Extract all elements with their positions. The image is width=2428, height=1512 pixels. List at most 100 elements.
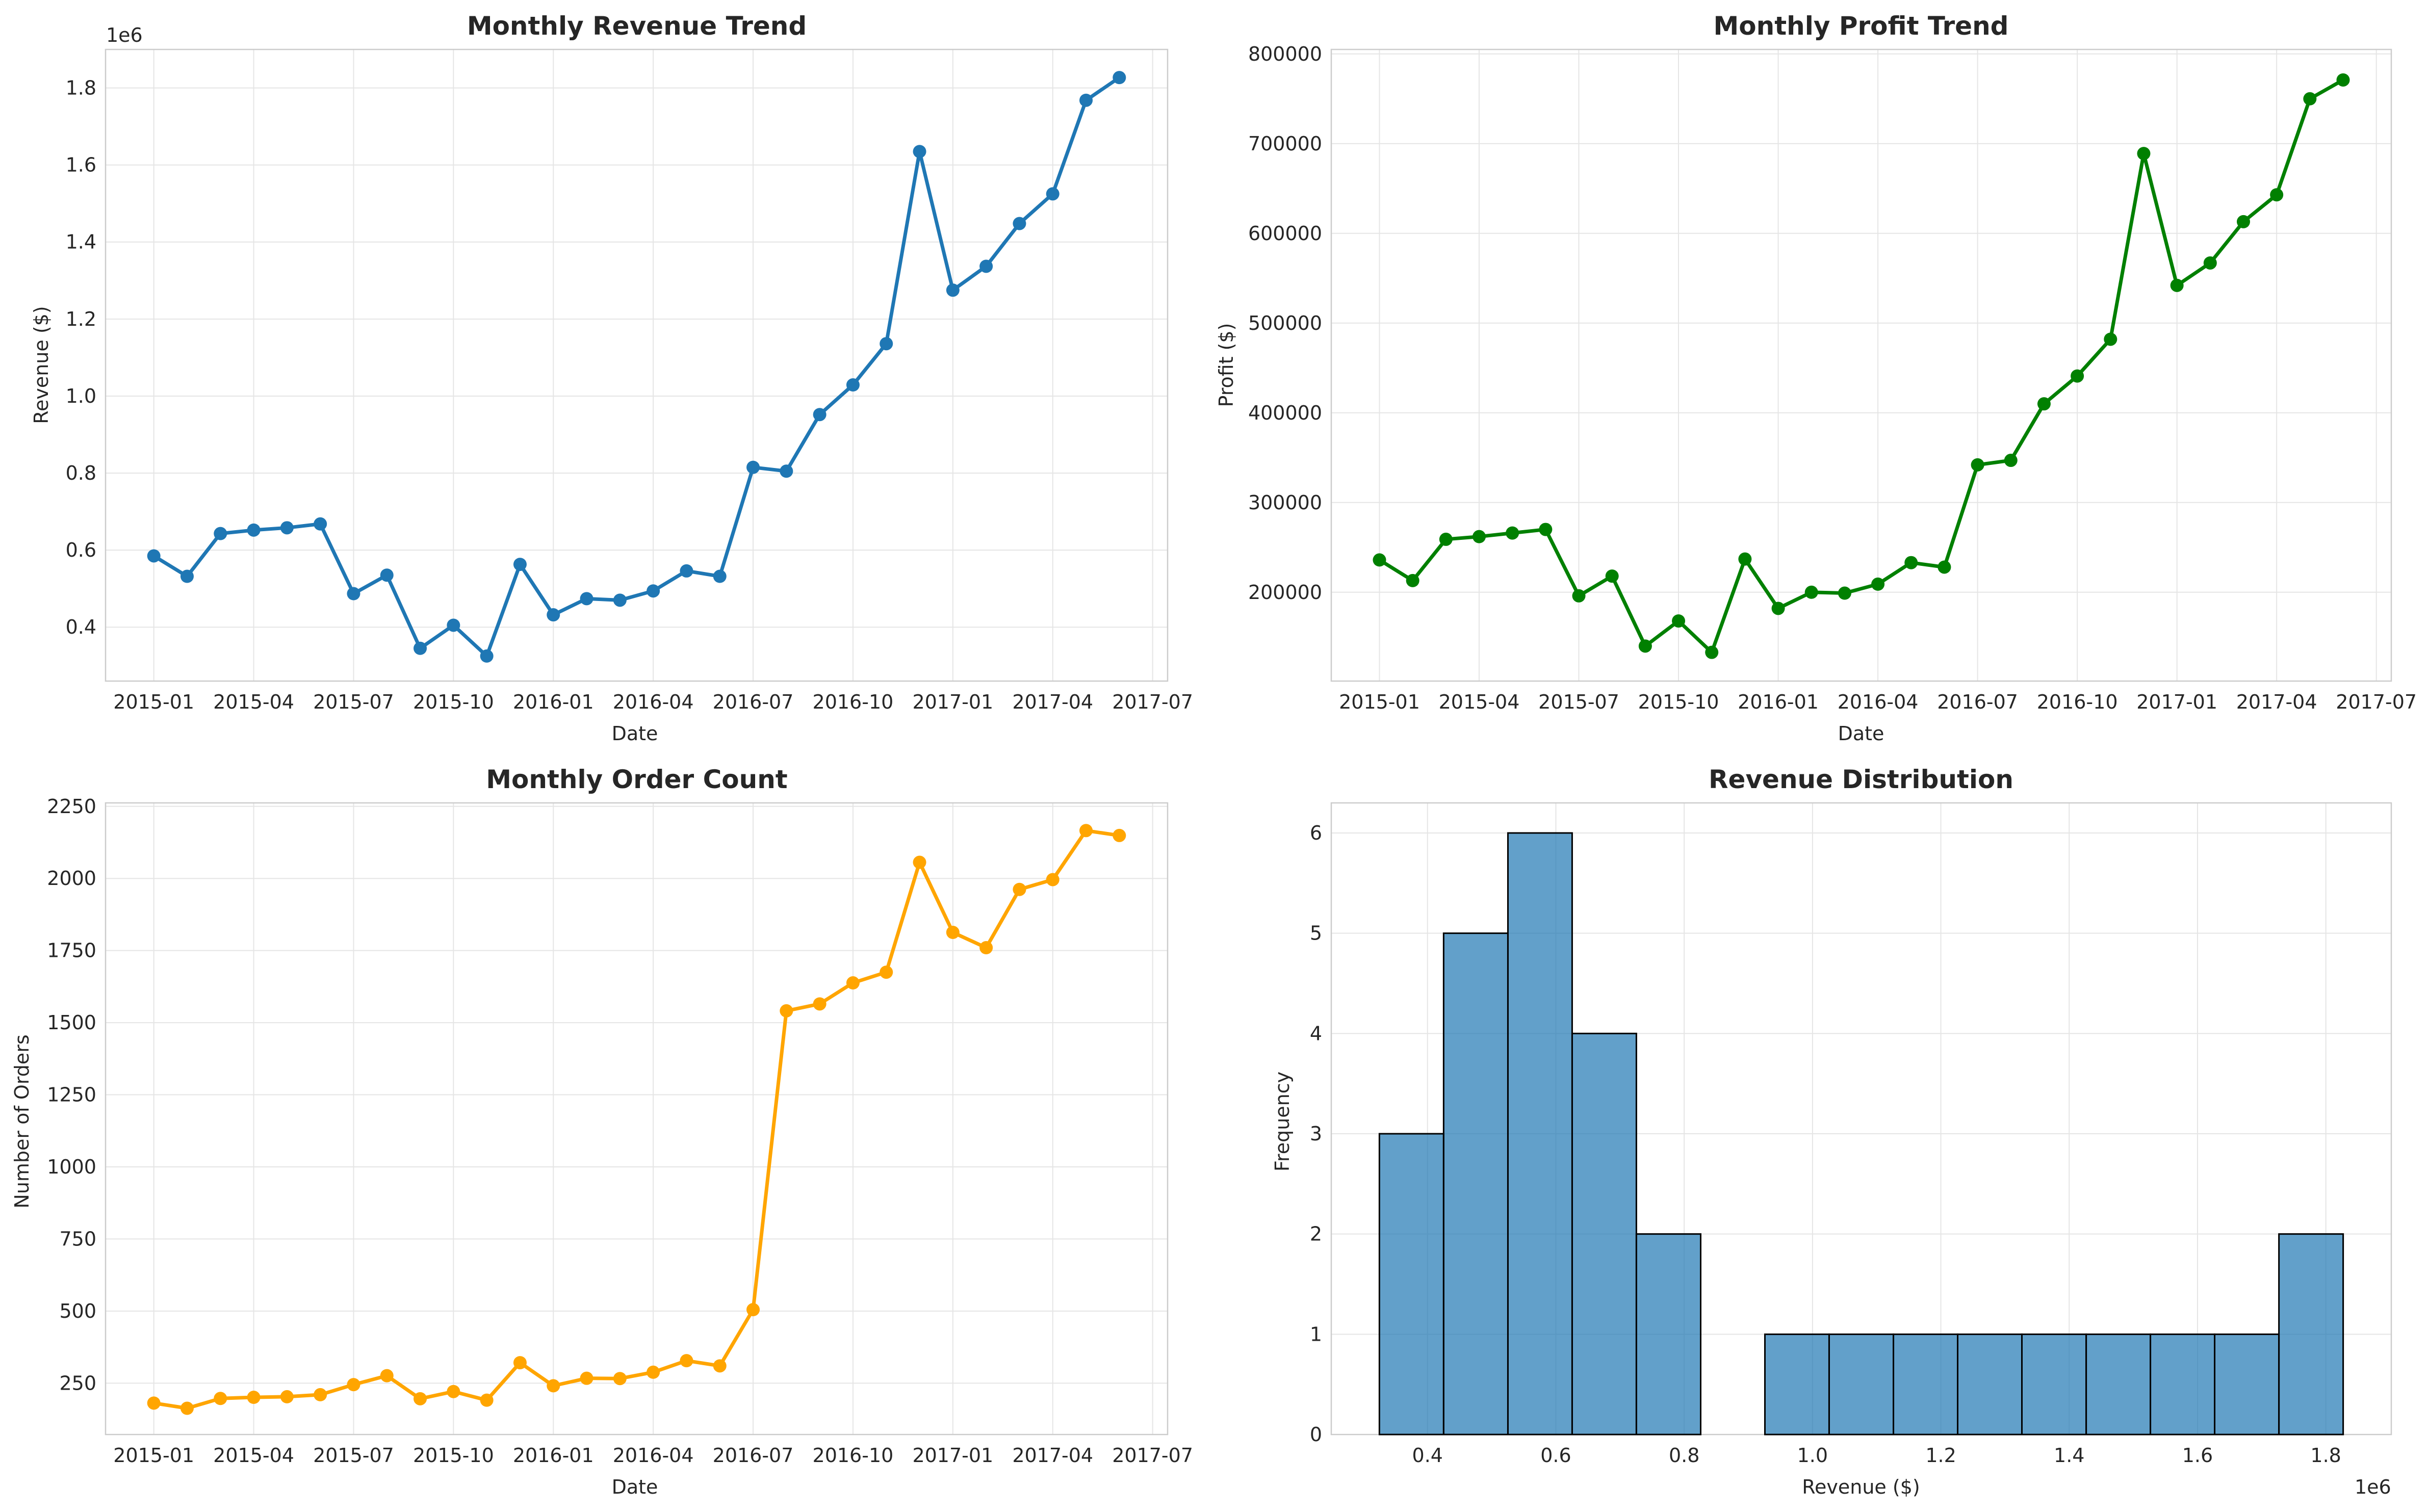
profit-x-tick-label: 2015-01 — [1339, 691, 1420, 713]
hist-bar — [1957, 1333, 2023, 1436]
revenue-data-point — [946, 283, 960, 297]
profit-data-point — [1938, 560, 1951, 574]
profit-data-point — [1373, 553, 1386, 567]
orders-x-axis-label: Date — [612, 1476, 658, 1498]
hist-bar — [1635, 1233, 1702, 1436]
orders-y-tick-label: 1250 — [47, 1084, 96, 1106]
profit-x-tick-label: 2015-04 — [1439, 691, 1520, 713]
profit-data-point — [2203, 256, 2217, 270]
orders-data-point — [846, 976, 860, 990]
revenue-x-tick-label: 2016-01 — [513, 691, 594, 713]
profit-data-point — [1406, 573, 1419, 587]
profit-x-tick-label: 2016-01 — [1738, 691, 1819, 713]
hist-bar — [2214, 1333, 2280, 1436]
revenue-data-point — [647, 584, 660, 598]
profit-x-tick-label: 2016-10 — [2037, 691, 2118, 713]
profit-data-point — [2104, 332, 2117, 346]
orders-data-point — [214, 1392, 227, 1405]
profit-data-point — [1539, 523, 1553, 536]
profit-data-point — [2303, 92, 2317, 106]
profit-y-axis-label: Profit ($) — [1215, 323, 1237, 407]
revenue-grid — [106, 49, 1168, 681]
orders-x-tick-label: 2015-10 — [413, 1444, 494, 1467]
profit-data-point — [1439, 532, 1453, 546]
orders-data-point — [913, 855, 926, 869]
orders-x-tick-label: 2016-10 — [813, 1444, 894, 1467]
profit-x-tick-label: 2017-07 — [2336, 691, 2417, 713]
orders-data-point — [347, 1378, 360, 1392]
profit-data-point — [2336, 73, 2350, 87]
revenue-x-tick-label: 2015-10 — [413, 691, 494, 713]
hist-x-tick-label: 0.6 — [1540, 1444, 1571, 1467]
hist-x-tick-label: 1.2 — [1925, 1444, 1956, 1467]
revenue-data-point — [547, 608, 560, 622]
profit-data-point — [2236, 215, 2250, 228]
orders-x-tick-label: 2016-07 — [713, 1444, 794, 1467]
orders-x-tick-label: 2016-04 — [613, 1444, 694, 1467]
profit-data-point — [1771, 602, 1785, 615]
orders-x-tick-label: 2017-01 — [912, 1444, 993, 1467]
orders-x-tick-label: 2015-07 — [313, 1444, 394, 1467]
revenue-y-tick-label: 1.6 — [66, 154, 96, 176]
hist-bar — [2150, 1333, 2216, 1436]
revenue-data-point — [713, 569, 727, 583]
orders-data-point — [280, 1390, 294, 1403]
profit-x-tick-label: 2015-10 — [1638, 691, 1719, 713]
hist-offset-text: 1e6 — [2355, 1476, 2391, 1498]
orders-y-tick-label: 750 — [59, 1228, 96, 1250]
profit-data-point — [1605, 569, 1619, 583]
hist-y-tick-label: 1 — [1310, 1323, 1322, 1345]
hist-y-axis-label: Frequency — [1271, 1072, 1294, 1171]
revenue-data-point — [247, 523, 261, 537]
orders-data-point — [380, 1369, 394, 1383]
profit-data-point — [1672, 614, 1686, 628]
revenue-data-point — [347, 587, 360, 601]
hist-y-tick-label: 0 — [1310, 1423, 1322, 1446]
hist-bar — [2085, 1333, 2152, 1436]
profit-y-tick-label: 400000 — [1248, 402, 1322, 424]
profit-data-point — [1804, 585, 1818, 599]
hist-y-tick-label: 6 — [1310, 822, 1322, 844]
orders-data-point — [946, 926, 960, 940]
revenue-data-point — [1046, 187, 1060, 201]
hist-y-tick-label: 5 — [1310, 922, 1322, 945]
revenue-data-point — [380, 568, 394, 582]
orders-y-tick-label: 1000 — [47, 1156, 96, 1178]
orders-x-tick-label: 2015-01 — [113, 1444, 194, 1467]
orders-axes-frame — [105, 802, 1169, 1436]
revenue-data-point — [613, 593, 627, 607]
profit-data-point — [1971, 458, 1984, 472]
profit-y-tick-label: 600000 — [1248, 222, 1322, 245]
orders-y-axis-label: Number of Orders — [11, 1034, 33, 1208]
revenue-data-point — [180, 569, 194, 583]
revenue-data-point — [280, 521, 294, 535]
orders-data-point — [813, 997, 826, 1011]
hist-x-tick-label: 1.0 — [1797, 1444, 1828, 1467]
revenue-y-tick-label: 0.8 — [66, 462, 96, 484]
revenue-trend-panel: Monthly Revenue Trend Date Revenue ($) 1… — [30, 11, 1193, 745]
profit-grid — [1331, 49, 2391, 681]
revenue-y-tick-label: 1.0 — [66, 385, 96, 407]
revenue-data-point — [913, 145, 926, 159]
profit-y-tick-label: 300000 — [1248, 491, 1322, 514]
hist-bar — [1893, 1333, 1959, 1436]
revenue-x-tick-label: 2017-07 — [1112, 691, 1193, 713]
hist-y-tick-label: 2 — [1310, 1223, 1322, 1245]
revenue-data-point — [580, 592, 593, 606]
orders-x-tick-label: 2015-04 — [213, 1444, 294, 1467]
revenue-data-point — [480, 649, 494, 663]
revenue-data-point — [680, 564, 693, 578]
revenue-x-axis-label: Date — [612, 722, 658, 745]
revenue-x-tick-label: 2016-10 — [813, 691, 894, 713]
revenue-data-point — [813, 408, 826, 422]
profit-y-tick-label: 700000 — [1248, 133, 1322, 155]
revenue-x-tick-label: 2017-04 — [1012, 691, 1093, 713]
profit-data-point — [2004, 454, 2018, 467]
profit-data-point — [1572, 589, 1586, 603]
revenue-x-tick-label: 2016-07 — [713, 691, 794, 713]
revenue-data-point — [880, 337, 893, 351]
orders-y-tick-label: 250 — [59, 1372, 96, 1394]
revenue-data-point — [1079, 93, 1093, 107]
